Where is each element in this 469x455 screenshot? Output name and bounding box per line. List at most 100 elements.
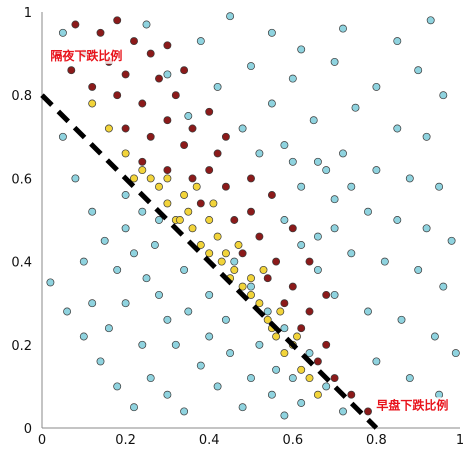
data-point [226, 12, 235, 21]
data-point [196, 241, 205, 249]
data-point [405, 174, 414, 183]
data-point [130, 249, 138, 258]
data-point [247, 62, 255, 71]
data-point [196, 199, 205, 208]
points-layer [46, 12, 460, 420]
data-point [276, 307, 285, 316]
data-point [163, 174, 172, 183]
data-point [171, 91, 180, 100]
data-point [113, 91, 122, 100]
data-point [393, 124, 402, 133]
data-point [414, 66, 423, 75]
data-point [272, 257, 281, 266]
data-point [297, 399, 306, 407]
data-point [439, 91, 448, 100]
data-point [247, 174, 255, 183]
data-point [309, 116, 318, 125]
data-point [163, 166, 172, 175]
data-point [372, 166, 381, 175]
annotation-label: 隔夜下跌比例 [50, 48, 122, 63]
data-point [238, 124, 247, 133]
data-point [130, 174, 138, 183]
data-point [339, 24, 347, 33]
x-tick-label: 0.2 [115, 433, 136, 448]
data-point [163, 116, 172, 125]
data-point [130, 37, 138, 46]
data-point [163, 199, 172, 208]
data-point [184, 307, 193, 316]
y-tick-label: 0.2 [11, 339, 32, 354]
data-point [205, 332, 214, 341]
data-point [288, 282, 297, 291]
annotation-label: 早盘下跌比例 [376, 397, 448, 412]
data-point [330, 195, 339, 204]
data-point [305, 307, 314, 316]
data-point [130, 403, 138, 412]
data-point [121, 224, 130, 233]
x-tick-label: 1 [456, 433, 464, 448]
x-tick-label: 0.4 [199, 433, 220, 448]
data-point [175, 216, 184, 224]
data-point [121, 124, 130, 133]
y-tick-label: 0.4 [11, 256, 32, 271]
data-point [280, 299, 289, 308]
data-point [364, 207, 372, 216]
data-point [121, 149, 130, 158]
data-point [142, 274, 151, 283]
x-tick-label: 0.6 [282, 433, 303, 448]
data-point [155, 216, 163, 224]
data-point [280, 141, 289, 150]
data-point [146, 49, 155, 58]
data-point [71, 20, 80, 29]
data-point [313, 357, 322, 366]
data-point [372, 82, 381, 91]
data-point [405, 374, 414, 383]
data-point [58, 132, 67, 141]
data-point [146, 174, 155, 183]
data-point [422, 132, 431, 141]
data-point [88, 207, 97, 216]
data-point [267, 99, 276, 108]
data-point [255, 340, 264, 349]
data-point [380, 257, 389, 266]
data-point [322, 290, 331, 299]
data-point [79, 332, 88, 341]
data-point [146, 132, 155, 141]
data-point [138, 207, 147, 216]
data-point [426, 16, 435, 25]
data-point [297, 365, 306, 374]
data-point [230, 216, 239, 224]
data-point [393, 37, 402, 46]
data-point [322, 340, 331, 349]
data-point [280, 411, 289, 420]
data-point [397, 315, 406, 324]
data-point [155, 290, 163, 299]
data-point [272, 332, 281, 341]
data-point [88, 82, 97, 91]
data-point [364, 407, 372, 416]
data-point [138, 99, 147, 108]
data-point [163, 70, 172, 79]
data-point [138, 340, 147, 349]
data-point [313, 390, 322, 399]
data-point [205, 216, 214, 224]
data-point [447, 236, 456, 245]
data-point [121, 299, 130, 308]
data-point [196, 361, 205, 370]
data-point [221, 249, 230, 258]
data-point [439, 282, 448, 291]
data-point [234, 241, 243, 249]
data-point [288, 74, 297, 83]
data-point [113, 265, 122, 274]
data-point [297, 324, 306, 333]
data-point [192, 182, 201, 191]
data-point [255, 232, 264, 241]
y-tick-label: 0 [24, 422, 32, 437]
data-point [364, 307, 372, 316]
data-point [121, 191, 130, 199]
data-point [330, 374, 339, 383]
data-point [347, 249, 356, 258]
data-point [267, 390, 276, 399]
dashed-reference-line [40, 93, 379, 430]
data-point [372, 357, 381, 366]
